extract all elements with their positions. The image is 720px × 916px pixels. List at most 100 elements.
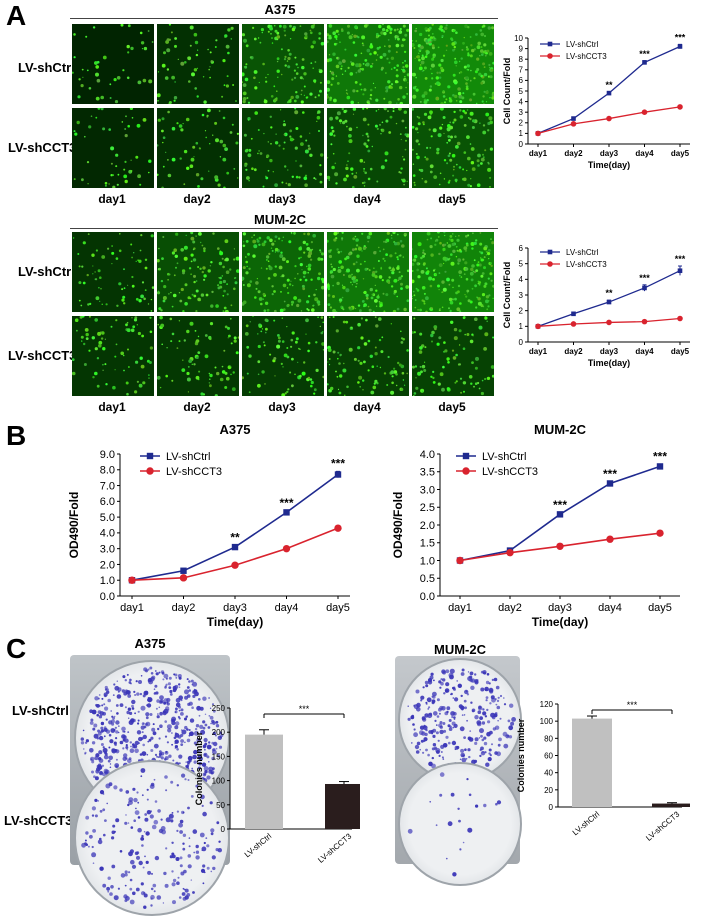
fluorescent-cell xyxy=(383,240,385,243)
colony xyxy=(202,726,206,730)
fluorescent-cell xyxy=(94,278,96,280)
fluorescent-cell xyxy=(400,282,403,286)
fluorescent-cell xyxy=(454,381,457,384)
x-tick-label: LV-shCCT3 xyxy=(316,831,353,864)
fluorescent-cell xyxy=(463,65,467,69)
fluorescent-cell xyxy=(248,354,252,358)
fluorescent-cell xyxy=(227,337,229,339)
fluorescent-cell xyxy=(446,277,450,282)
fluorescent-cell xyxy=(205,136,207,139)
fluorescent-cell xyxy=(452,249,456,253)
colony xyxy=(462,841,465,844)
fluorescent-cell xyxy=(362,108,365,110)
colony xyxy=(190,795,194,798)
bar-shcct3 xyxy=(652,803,690,807)
fluorescent-cell xyxy=(484,377,487,381)
colony xyxy=(116,694,122,699)
fluorescent-cell xyxy=(313,79,317,83)
fluorescent-cell xyxy=(460,57,463,60)
fluorescent-cell xyxy=(446,162,449,165)
fluorescent-cell xyxy=(433,175,438,179)
colony xyxy=(98,735,104,741)
fluorescent-cell xyxy=(290,345,293,348)
fluorescent-cell xyxy=(394,252,397,255)
fluorescent-cell xyxy=(404,234,406,237)
fluorescent-cell xyxy=(191,293,194,296)
fluorescent-cell xyxy=(352,279,357,283)
colony xyxy=(209,715,214,720)
fluorescent-cell xyxy=(431,72,433,75)
fluorescent-cell xyxy=(425,267,428,270)
fluorescent-cell xyxy=(362,63,365,65)
colony xyxy=(193,730,199,736)
fluorescent-cell xyxy=(171,305,174,308)
colony xyxy=(129,711,133,715)
y-tick-label: 150 xyxy=(212,752,226,761)
fluorescent-cell xyxy=(428,88,432,92)
colony xyxy=(135,887,140,892)
fluorescent-cell xyxy=(327,282,330,285)
colony xyxy=(202,772,207,777)
colony xyxy=(419,748,421,751)
fluorescent-cell xyxy=(413,181,416,184)
fluorescent-cell xyxy=(282,236,284,238)
fluorescent-cell xyxy=(216,371,220,376)
fluorescent-cell xyxy=(430,63,435,68)
fluorescent-cell xyxy=(384,45,386,47)
fluorescent-cell xyxy=(382,292,385,295)
fluorescent-cell xyxy=(95,249,98,252)
colony xyxy=(92,862,95,864)
fluorescent-cell xyxy=(242,97,247,101)
colony xyxy=(186,893,191,897)
fluorescent-cell xyxy=(82,76,84,78)
fluorescent-cell xyxy=(219,139,224,144)
x-tick-label: day2 xyxy=(564,149,583,158)
fluorescent-cell xyxy=(439,126,443,130)
fluorescent-cell xyxy=(95,96,100,101)
fluorescent-cell xyxy=(242,72,245,77)
colony xyxy=(445,682,450,687)
fluorescent-cell xyxy=(402,65,405,69)
fluorescent-cell xyxy=(452,73,456,77)
colony xyxy=(165,847,168,850)
fluorescent-cell xyxy=(282,123,286,127)
fluorescent-cell xyxy=(210,60,214,63)
fluorescent-cell xyxy=(188,267,192,270)
fluorescent-cell xyxy=(392,309,397,312)
colony xyxy=(441,756,444,759)
colony xyxy=(187,806,190,810)
colony xyxy=(454,697,459,702)
a-bottom-row-label-cct3: LV-shCCT3 xyxy=(8,348,77,363)
fluorescent-cell xyxy=(245,324,249,328)
colony xyxy=(138,860,143,866)
fluorescent-cell xyxy=(287,278,290,282)
fluorescent-cell xyxy=(309,378,313,381)
fluorescent-cell xyxy=(388,276,391,279)
colony xyxy=(180,699,183,702)
fluorescent-cell xyxy=(380,165,385,170)
colony xyxy=(508,735,513,739)
fluorescent-cell xyxy=(195,53,199,57)
fluorescent-cell xyxy=(97,269,101,273)
fluorescent-cell xyxy=(460,391,463,394)
fluorescent-cell xyxy=(412,310,413,312)
colony xyxy=(493,677,498,682)
fluorescent-cell xyxy=(309,153,313,157)
micro-image-r2-d4 xyxy=(327,316,409,396)
fluorescent-cell xyxy=(126,76,130,80)
colony xyxy=(464,706,467,710)
colony xyxy=(147,740,150,743)
fluorescent-cell xyxy=(265,331,267,334)
fluorescent-cell xyxy=(336,281,340,286)
fluorescent-cell xyxy=(441,306,444,309)
fluorescent-cell xyxy=(396,233,399,236)
fluorescent-cell xyxy=(92,265,94,267)
fluorescent-cell xyxy=(278,237,281,240)
legend-label: LV-shCtrl xyxy=(566,248,599,257)
fluorescent-cell xyxy=(208,170,210,172)
fluorescent-cell xyxy=(190,232,194,235)
fluorescent-cell xyxy=(162,296,167,300)
fluorescent-cell xyxy=(223,306,227,310)
colony xyxy=(212,866,216,871)
colony xyxy=(186,763,190,766)
